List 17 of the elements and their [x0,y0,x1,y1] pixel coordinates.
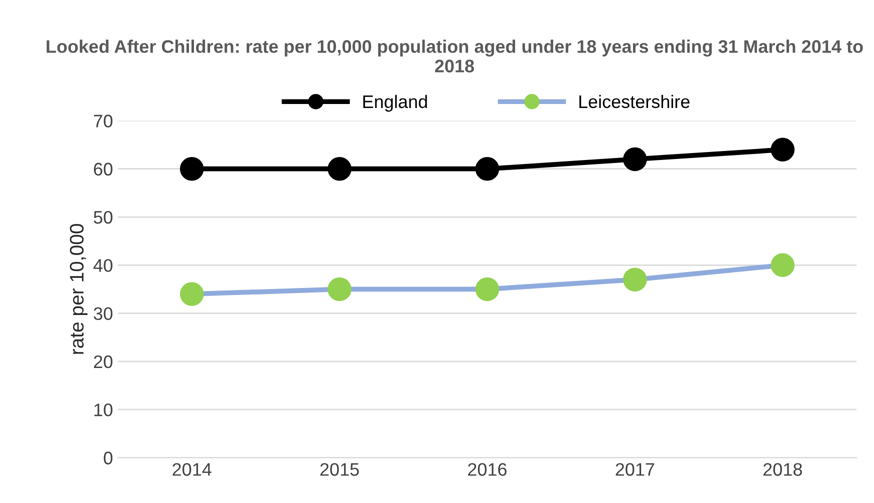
x-tick-label: 2017 [616,463,654,476]
y-tick-label: 0 [104,452,112,464]
y-tick-label: 30 [94,307,112,320]
legend-label: England [363,94,427,112]
x-tick-label: 2016 [468,463,507,476]
y-axis-title: rate per 10,000 [70,224,88,354]
y-tick-label: 40 [93,259,112,272]
x-tick-label: 2018 [763,463,802,476]
x-tick-label: 2015 [320,463,359,476]
y-tick-label: 20 [94,355,112,368]
chart-title: Looked After Children: rate per 10,000 population aged under 18 years ending 31 March 2014 to 2018 [46,40,863,72]
y-tick-label: 50 [94,210,112,224]
x-tick-label: 2014 [172,463,212,476]
y-tick-label: 60 [94,162,112,176]
y-tick-label: 10 [94,404,112,416]
legend-label: Leicestershire [579,94,690,108]
y-tick-label: 70 [94,114,112,128]
